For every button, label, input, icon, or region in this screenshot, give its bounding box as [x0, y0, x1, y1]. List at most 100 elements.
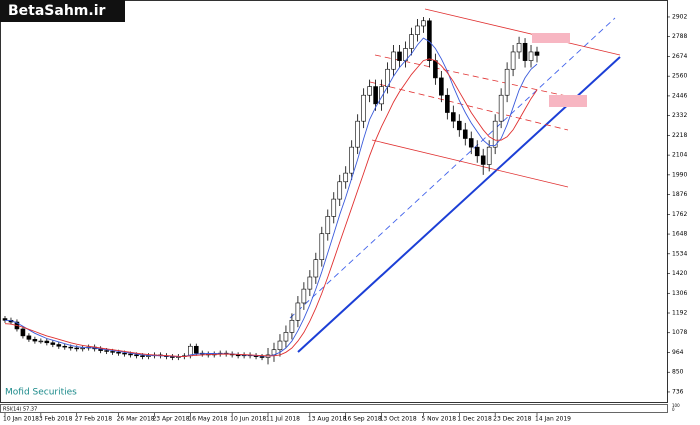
y-tick-label: 1192 — [672, 310, 687, 317]
y-tick-label: 1078 — [672, 329, 687, 336]
y-tick-label: 1990 — [672, 171, 687, 178]
candle-body — [528, 51, 534, 61]
candle-body — [20, 328, 26, 337]
candle-body — [62, 345, 68, 348]
y-tick-label: 964 — [672, 349, 684, 356]
candle-body — [44, 340, 50, 344]
watermark: Mofid Securities — [5, 388, 77, 398]
candle-body — [331, 198, 337, 217]
logo: BetaSahm.ir — [8, 3, 106, 19]
trend-line-dashed — [289, 17, 616, 319]
y-tick-label: 2560 — [672, 73, 687, 80]
candle-body — [128, 353, 133, 356]
moving-average — [4, 58, 538, 357]
channel-bottom — [371, 139, 569, 188]
y-tick-label: 1420 — [672, 270, 687, 277]
y-tick-label: 1876 — [672, 191, 687, 198]
candle-body — [2, 318, 8, 321]
candle-body — [56, 344, 62, 347]
y-tick-label: 736 — [672, 388, 684, 395]
x-tick-label: 13 Aug 2018 — [308, 416, 347, 423]
candle-body — [504, 68, 510, 96]
candle-body — [295, 302, 301, 321]
indicator-tick-label: 0 — [672, 407, 675, 412]
x-tick-label: 14 Jan 2019 — [535, 416, 571, 423]
channel-mid — [369, 81, 569, 131]
candle-body — [445, 94, 450, 113]
candle-body — [134, 354, 139, 357]
candle-body — [355, 120, 360, 148]
candle-body — [522, 42, 528, 61]
y-tick-label: 1534 — [672, 250, 687, 257]
candle-body — [397, 51, 402, 61]
candle-body — [474, 146, 480, 157]
candle-body — [421, 20, 426, 27]
candle-body — [498, 94, 504, 122]
y-tick-label: 1762 — [672, 211, 687, 218]
candle-body — [510, 51, 516, 70]
candle-body — [80, 347, 86, 350]
candle-body — [319, 233, 325, 260]
channel-mid — [374, 54, 586, 101]
indicator-pane — [0, 404, 668, 413]
candle-body — [193, 345, 199, 354]
candle-body — [343, 172, 349, 183]
y-tick-label: 1648 — [672, 231, 687, 238]
candle-body — [26, 335, 32, 340]
candle-body — [439, 77, 444, 96]
candle-body — [349, 146, 354, 174]
candle-body — [32, 339, 38, 342]
candle-body — [492, 120, 498, 148]
candle-body — [480, 155, 486, 165]
y-tick-label: 2788 — [672, 33, 687, 40]
candle-body — [110, 351, 115, 353]
x-tick-label: 11 Jul 2018 — [266, 416, 300, 423]
logo-box — [0, 0, 125, 22]
candle-body — [104, 350, 109, 352]
candle-body — [259, 356, 265, 358]
candle-body — [68, 346, 74, 349]
indicator-label: RSI(14) 57.37 — [3, 407, 37, 413]
candle-body — [38, 340, 44, 343]
x-tick-label: 10 Jan 2018 — [3, 416, 39, 423]
channel-top — [424, 8, 621, 56]
y-tick-label: 850 — [672, 369, 684, 376]
candle-body — [140, 355, 145, 357]
candle-body — [116, 352, 121, 354]
x-tick-label: 10 Jun 2018 — [230, 416, 266, 423]
candle-body — [50, 342, 56, 345]
candle-body — [415, 25, 420, 35]
x-tick-label: 23 Apr 2018 — [152, 416, 189, 423]
candle-body — [433, 60, 438, 79]
candle-body — [146, 355, 151, 357]
candle-body — [391, 51, 396, 70]
zone — [549, 95, 587, 107]
zone — [532, 33, 570, 43]
x-tick-label: 13 Oct 2018 — [380, 416, 417, 423]
x-tick-label: 1 Dec 2018 — [457, 416, 492, 423]
indicator-tick-label: 100 — [672, 403, 680, 408]
x-tick-label: 16 May 2018 — [188, 416, 227, 423]
candle-body — [289, 319, 295, 333]
candle-body — [301, 288, 307, 304]
y-tick-label: 2104 — [672, 152, 687, 159]
candle-body — [325, 216, 331, 235]
candle-body — [283, 332, 289, 342]
y-tick-label: 2446 — [672, 92, 687, 99]
candle-body — [451, 112, 456, 122]
candle-body — [486, 146, 492, 165]
candle-body — [337, 181, 343, 200]
candle-body — [409, 34, 414, 49]
x-tick-label: 23 Dec 2018 — [493, 416, 532, 423]
candle-body — [277, 340, 283, 351]
x-tick-label: 5 Nov 2018 — [421, 416, 456, 423]
candle-body — [307, 276, 313, 290]
candle-body — [313, 259, 319, 278]
candle-body — [516, 42, 522, 53]
candle-body — [373, 86, 378, 105]
x-tick-label: 16 Sep 2018 — [344, 416, 382, 423]
candle-body — [456, 120, 462, 131]
candle-body — [74, 347, 80, 350]
candle-body — [379, 86, 384, 105]
